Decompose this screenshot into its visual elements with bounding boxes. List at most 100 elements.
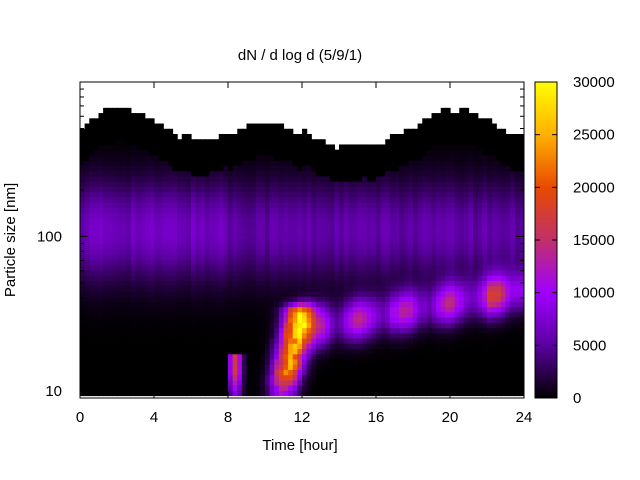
heatmap-cell xyxy=(403,385,409,391)
heatmap-cell xyxy=(130,353,137,360)
heatmap-cell xyxy=(329,332,335,339)
heatmap-cell xyxy=(200,165,206,172)
heatmap-cell xyxy=(80,269,86,276)
heatmap-cell xyxy=(112,243,118,250)
heatmap-cell xyxy=(491,311,497,318)
heatmap-cell xyxy=(130,181,137,187)
heatmap-cell xyxy=(140,123,146,130)
heatmap-cell xyxy=(288,144,294,151)
heatmap-cell xyxy=(445,170,451,177)
heatmap-cell xyxy=(158,275,164,282)
heatmap-cell xyxy=(269,238,275,245)
heatmap-cell xyxy=(274,322,280,329)
heatmap-cell xyxy=(93,348,100,355)
heatmap-cell xyxy=(413,374,419,381)
heatmap-cell xyxy=(223,144,229,151)
heatmap-cell xyxy=(80,243,86,250)
heatmap-cell xyxy=(403,160,409,166)
heatmap-cell xyxy=(246,243,252,250)
heatmap-cell xyxy=(399,149,405,156)
heatmap-cell xyxy=(362,337,368,344)
heatmap-cell xyxy=(357,296,363,302)
heatmap-cell xyxy=(149,369,155,376)
heatmap-cell xyxy=(487,154,493,161)
heatmap-cell xyxy=(505,207,511,214)
heatmap-cell xyxy=(209,254,215,261)
heatmap-cell xyxy=(302,353,308,360)
heatmap-cell xyxy=(177,306,183,313)
heatmap-cell xyxy=(334,390,340,397)
heatmap-cell xyxy=(144,311,150,318)
heatmap-cell xyxy=(510,374,516,381)
heatmap-cell xyxy=(431,249,437,255)
heatmap-cell xyxy=(352,306,359,313)
heatmap-cell xyxy=(394,285,400,292)
heatmap-cell xyxy=(343,379,349,386)
heatmap-cell xyxy=(181,243,187,250)
heatmap-cell xyxy=(265,191,271,198)
heatmap-cell xyxy=(103,243,109,250)
heatmap-cell xyxy=(366,348,372,355)
heatmap-cell xyxy=(274,181,280,187)
heatmap-cell xyxy=(389,228,396,234)
heatmap-cell xyxy=(98,207,104,214)
heatmap-cell xyxy=(320,181,326,187)
heatmap-cell xyxy=(177,348,183,355)
heatmap-cell xyxy=(297,280,303,287)
heatmap-cell xyxy=(362,259,368,266)
heatmap-cell xyxy=(186,228,192,234)
heatmap-cell xyxy=(292,306,298,313)
heatmap-cell xyxy=(297,212,303,219)
heatmap-cell xyxy=(288,374,294,381)
heatmap-cell xyxy=(195,337,201,344)
heatmap-cell xyxy=(278,327,285,334)
heatmap-cell xyxy=(394,327,400,334)
heatmap-cell xyxy=(505,317,511,323)
heatmap-cell xyxy=(459,280,465,287)
heatmap-cell xyxy=(417,243,423,250)
heatmap-cell xyxy=(325,254,331,261)
heatmap-cell xyxy=(468,181,474,187)
heatmap-cell xyxy=(491,154,497,161)
heatmap-cell xyxy=(445,259,451,266)
heatmap-cell xyxy=(477,290,483,297)
heatmap-cell xyxy=(126,212,132,219)
heatmap-cell xyxy=(450,181,456,187)
heatmap-cell xyxy=(445,118,451,125)
heatmap-cell xyxy=(514,374,520,381)
heatmap-cell xyxy=(112,385,118,391)
heatmap-cell xyxy=(167,264,174,271)
heatmap-cell xyxy=(228,134,234,140)
heatmap-cell xyxy=(167,217,174,224)
heatmap-cell xyxy=(200,306,206,313)
heatmap-cell xyxy=(223,228,229,234)
heatmap-cell xyxy=(214,348,220,355)
heatmap-cell xyxy=(389,306,396,313)
heatmap-cell xyxy=(204,170,211,177)
heatmap-cell xyxy=(445,181,451,187)
heatmap-cell xyxy=(112,364,118,370)
heatmap-cell xyxy=(80,144,86,151)
heatmap-cell xyxy=(130,196,137,203)
heatmap-cell xyxy=(436,332,442,339)
heatmap-cell xyxy=(339,353,345,360)
heatmap-cell xyxy=(431,154,437,161)
heatmap-cell xyxy=(167,358,174,365)
heatmap-cell xyxy=(135,390,141,397)
heatmap-cell xyxy=(278,186,285,193)
heatmap-cell xyxy=(302,322,308,329)
heatmap-cell xyxy=(135,322,141,329)
heatmap-cell xyxy=(343,212,349,219)
heatmap-cell xyxy=(487,139,493,146)
heatmap-cell xyxy=(505,196,511,203)
heatmap-cell xyxy=(121,160,127,166)
heatmap-cell xyxy=(89,311,95,318)
heatmap-cell xyxy=(297,139,303,146)
heatmap-cell xyxy=(311,379,317,386)
heatmap-cell xyxy=(380,165,386,172)
heatmap-cell xyxy=(117,385,123,391)
heatmap-cell xyxy=(343,290,349,297)
heatmap-cell xyxy=(454,327,460,334)
heatmap-cell xyxy=(459,306,465,313)
heatmap-cell xyxy=(348,280,354,287)
